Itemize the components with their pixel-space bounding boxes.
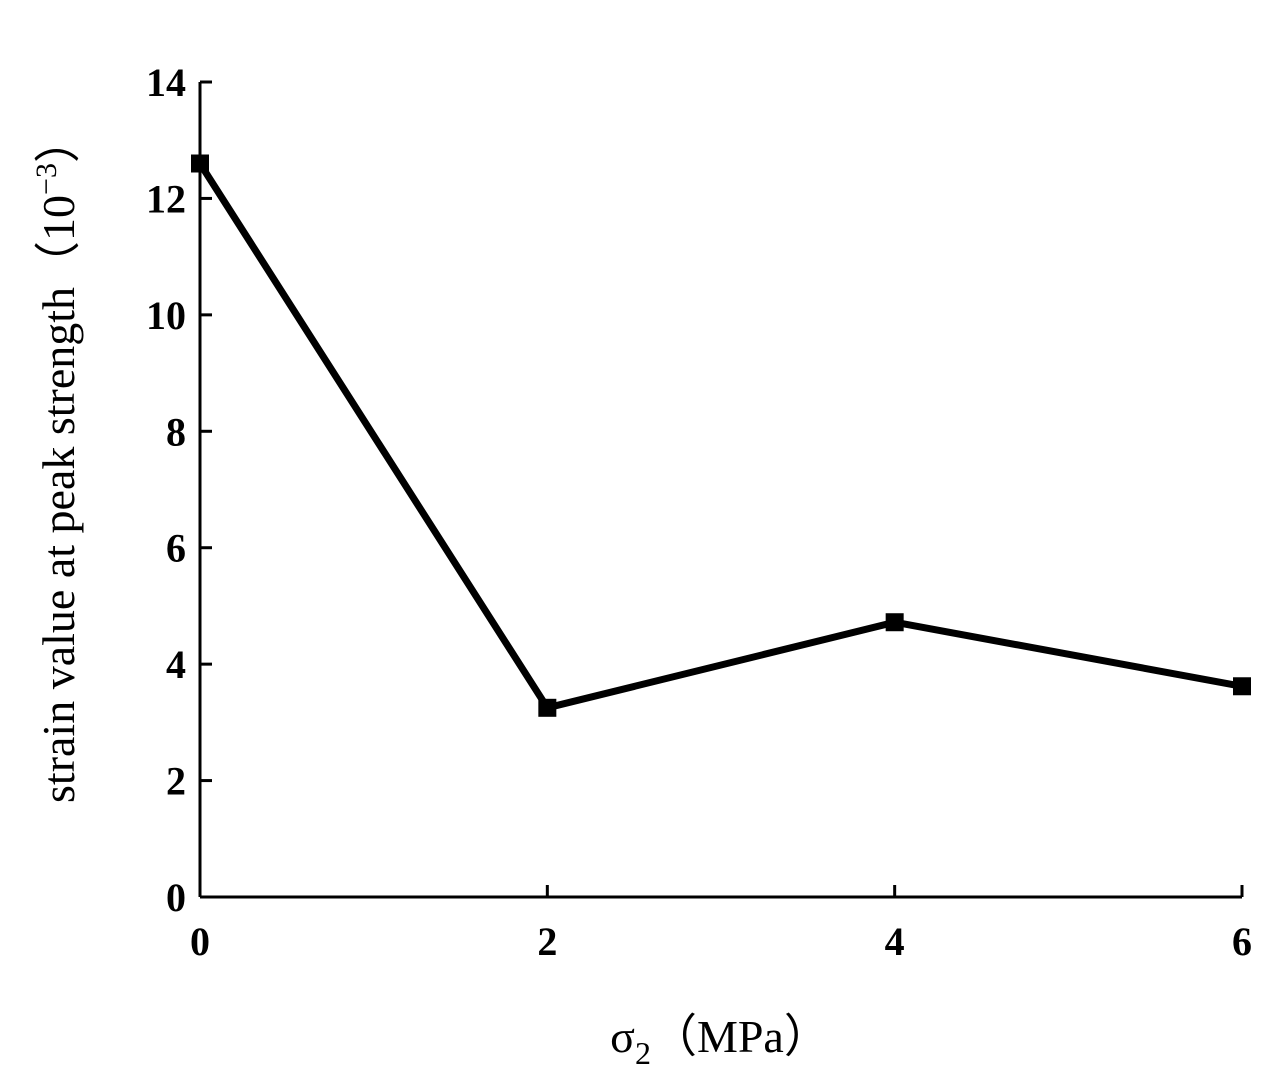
y-tick-label: 14: [146, 60, 186, 105]
y-tick-label: 4: [166, 642, 186, 687]
data-point-marker: [538, 698, 557, 717]
y-tick-label: 8: [166, 409, 186, 454]
y-tick-label: 6: [166, 526, 186, 571]
x-tick-label: 0: [190, 919, 210, 964]
data-point-marker: [1233, 677, 1251, 696]
x-axis-label-unit: （MPa）: [651, 1011, 830, 1062]
y-axis-label-text: strain value at peak strength（10: [33, 195, 84, 803]
y-axis-label-superscript: −3: [30, 163, 63, 195]
x-tick-label: 4: [885, 919, 905, 964]
x-axis-label-symbol: σ: [610, 1011, 635, 1062]
x-axis-ticks: 0 2 4 6: [190, 885, 1252, 964]
y-axis-ticks: 0 2 4 6 8 10 12 14: [146, 60, 212, 920]
axes: [198, 82, 1242, 899]
data-point-marker: [885, 613, 904, 632]
y-tick-label: 10: [146, 293, 186, 338]
y-tick-label: 12: [146, 176, 186, 221]
x-tick-label: 6: [1232, 919, 1252, 964]
y-tick-label: 2: [166, 759, 186, 804]
data-point-marker: [191, 154, 209, 173]
series: [191, 154, 1251, 717]
series-line: [197, 161, 1243, 712]
y-axis-label: strain value at peak strength（10−3）: [30, 117, 84, 803]
x-axis-label-subscript: 2: [635, 1035, 651, 1071]
y-tick-label: 0: [166, 875, 186, 920]
y-axis-label-close: ）: [33, 117, 84, 163]
x-tick-label: 2: [537, 919, 557, 964]
x-axis-label: σ2（MPa）: [610, 1011, 830, 1071]
